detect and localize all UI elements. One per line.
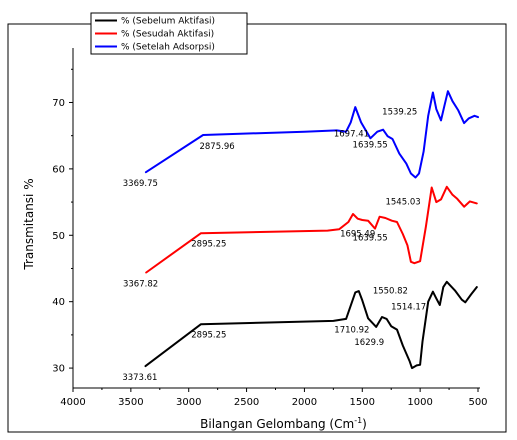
series-line-0 bbox=[144, 280, 478, 370]
series-line-1 bbox=[145, 185, 478, 274]
legend: % (Sebelum Aktifasi) % (Sesudah Aktifasi)… bbox=[90, 12, 248, 55]
x-axis-title-suffix: ) bbox=[362, 417, 367, 431]
axes: 4000 3500 3000 2500 2000 1500 1000 500 30 40 50 60 7… bbox=[22, 48, 488, 431]
peak-label: 1639.55 bbox=[353, 233, 388, 243]
chart-frame bbox=[7, 23, 507, 433]
x-axis-title: Bilangan Gelombang (Cm-1) bbox=[200, 416, 367, 431]
peak-label: 3367.82 bbox=[123, 279, 158, 289]
legend-entry-0: % (Sebelum Aktifasi) bbox=[121, 17, 215, 27]
peak-label: 1697.41 bbox=[334, 129, 369, 139]
series-lines bbox=[144, 90, 479, 370]
legend-entry-2: % (Setelah Adsorpsi) bbox=[121, 43, 215, 53]
x-axis-title-superscript: -1 bbox=[354, 416, 362, 425]
peak-label: 1514.17 bbox=[391, 303, 426, 313]
outer-frame bbox=[7, 23, 507, 433]
peak-label: 2895.25 bbox=[191, 239, 226, 249]
x-axis-title-main: Bilangan Gelombang (Cm bbox=[200, 417, 354, 431]
y-tick-label: 70 bbox=[52, 98, 65, 109]
peak-label: 1545.03 bbox=[385, 198, 420, 208]
x-tick-label: 3500 bbox=[118, 397, 143, 408]
peak-label: 1639.55 bbox=[353, 141, 388, 151]
x-tick-label: 500 bbox=[468, 397, 487, 408]
y-axis-title: Transmitansi % bbox=[22, 178, 36, 270]
peak-label: 2895.25 bbox=[191, 330, 226, 340]
peak-label: 3373.61 bbox=[122, 373, 157, 383]
y-tick-label: 50 bbox=[52, 231, 65, 242]
x-tick-label: 2000 bbox=[292, 397, 317, 408]
peak-annotations: 3373.61 2895.25 1710.92 1550.82 1514.17 1629.… bbox=[122, 107, 426, 383]
peak-label: 1629.9 bbox=[354, 338, 384, 348]
peak-label: 1695.49 bbox=[340, 229, 375, 239]
series-line-2 bbox=[144, 90, 479, 179]
y-tick-label: 30 bbox=[52, 364, 65, 375]
peak-label: 1710.92 bbox=[334, 325, 369, 335]
y-tick-label: 60 bbox=[52, 164, 65, 175]
peak-label: 1539.25 bbox=[382, 107, 417, 117]
x-tick-label: 3000 bbox=[176, 397, 201, 408]
peak-label: 2875.96 bbox=[199, 142, 234, 152]
x-tick-label: 1000 bbox=[407, 397, 432, 408]
x-tick-label: 2500 bbox=[234, 397, 259, 408]
x-tick-label: 4000 bbox=[60, 397, 85, 408]
x-tick-label: 1500 bbox=[350, 397, 375, 408]
legend-entry-1: % (Sesudah Aktifasi) bbox=[121, 30, 214, 40]
peak-label: 1550.82 bbox=[373, 286, 408, 296]
y-tick-label: 40 bbox=[52, 297, 65, 308]
peak-label: 3369.75 bbox=[123, 179, 158, 189]
